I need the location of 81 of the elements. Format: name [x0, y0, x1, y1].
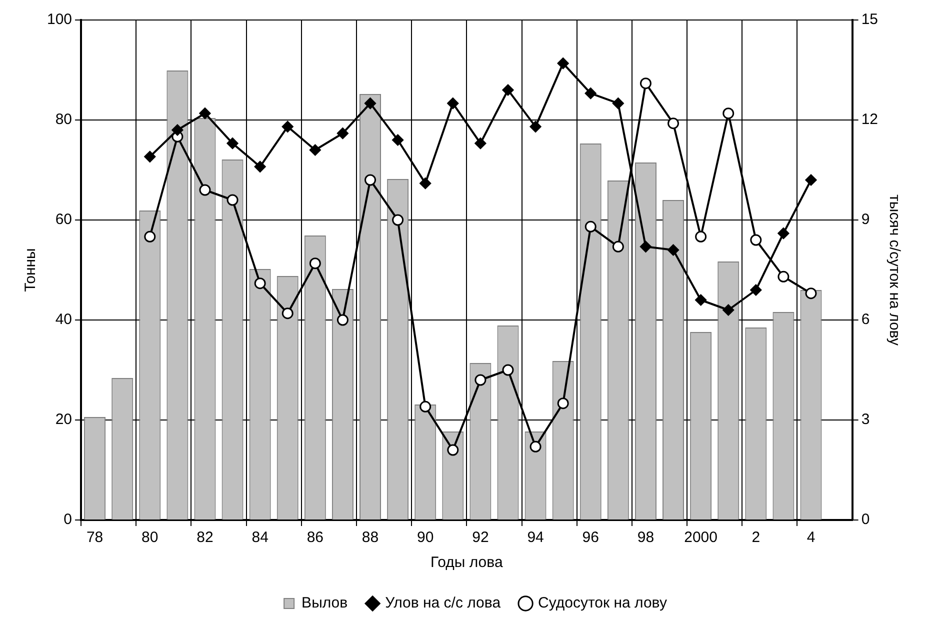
y-tick-label: 80 — [55, 111, 72, 128]
point — [778, 228, 790, 240]
point — [805, 288, 817, 300]
point — [226, 194, 238, 206]
point — [750, 284, 762, 296]
point — [199, 184, 211, 196]
point — [364, 98, 376, 110]
point — [336, 128, 348, 140]
point — [557, 398, 569, 410]
x-tick-label: 92 — [472, 529, 489, 546]
point — [584, 88, 596, 100]
x-tick-label: 86 — [306, 529, 324, 546]
point — [722, 108, 734, 120]
point — [557, 58, 569, 70]
point — [502, 364, 514, 376]
point — [502, 84, 514, 96]
y-axis-title: Тонны — [22, 248, 40, 292]
point — [640, 78, 652, 90]
x-tick-label: 4 — [806, 529, 816, 546]
x-tick-label: 94 — [527, 529, 544, 546]
point — [640, 240, 652, 252]
x-tick-label: 88 — [362, 529, 379, 546]
point — [254, 278, 266, 290]
y-tick-label: 60 — [55, 211, 72, 228]
y2-tick-label: 3 — [861, 411, 870, 428]
point — [199, 108, 211, 120]
point — [226, 138, 238, 150]
point — [392, 214, 404, 226]
point — [668, 244, 680, 256]
point — [612, 98, 624, 110]
y-tick-label: 40 — [55, 311, 72, 328]
x-tick-label: 80 — [142, 529, 158, 546]
y-tick-label: 100 — [46, 11, 72, 28]
point — [309, 258, 321, 270]
y2-tick-label: 0 — [861, 511, 870, 528]
x-tick-label: 84 — [252, 529, 268, 546]
y2-tick-label: 12 — [861, 111, 878, 128]
point — [282, 120, 294, 132]
point — [722, 304, 734, 316]
point — [420, 178, 432, 190]
legend-label: Улов на с/с лова — [385, 594, 502, 612]
point — [778, 270, 790, 282]
legend-label: Вылов — [302, 594, 348, 612]
point — [668, 118, 680, 130]
legend-label: Судосуток на лову — [538, 594, 668, 612]
point — [612, 240, 624, 252]
point — [254, 160, 266, 172]
y-tick-label: 20 — [55, 411, 72, 428]
point — [392, 134, 404, 146]
x-tick-label: 98 — [637, 529, 654, 546]
point — [695, 230, 707, 242]
point — [695, 294, 707, 306]
x-tick-label: 2000 — [684, 529, 718, 546]
point — [750, 234, 762, 246]
y2-tick-label: 6 — [861, 311, 870, 328]
point — [530, 440, 542, 452]
point — [144, 150, 156, 162]
x-axis-title: Годы лова — [430, 554, 504, 572]
point — [474, 374, 486, 386]
x-tick-label: 2 — [752, 529, 760, 546]
point — [530, 120, 542, 132]
point — [336, 314, 348, 326]
point — [309, 144, 321, 156]
point — [805, 174, 817, 186]
point — [364, 174, 376, 186]
y-tick-label: 0 — [64, 511, 72, 528]
x-tick-label: 78 — [86, 529, 104, 546]
y2-tick-label: 15 — [861, 11, 878, 28]
point — [584, 220, 596, 232]
x-tick-label: 96 — [582, 529, 599, 546]
point — [447, 444, 459, 456]
point — [447, 98, 459, 110]
point — [474, 138, 486, 150]
x-tick-label: 90 — [417, 529, 434, 546]
x-tick-label: 82 — [196, 529, 214, 546]
point — [144, 230, 156, 242]
point — [420, 400, 432, 412]
point — [282, 308, 294, 320]
y2-tick-label: 9 — [861, 211, 870, 228]
y2-axis-title: тысяч с/суток на лову — [886, 194, 903, 346]
point — [172, 124, 184, 136]
